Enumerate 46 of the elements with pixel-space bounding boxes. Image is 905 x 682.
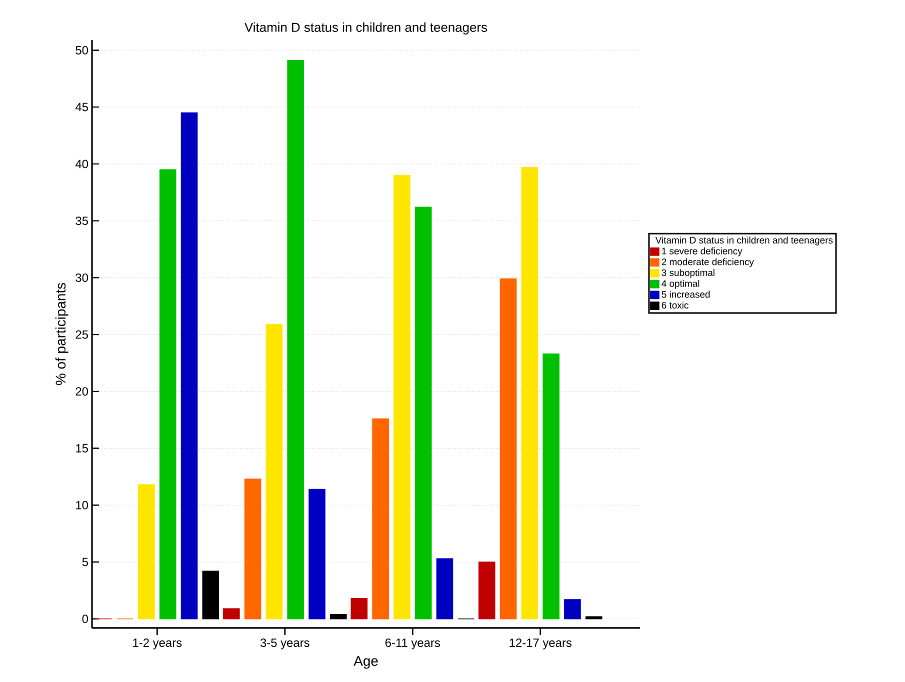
bar [350, 598, 368, 620]
bar [266, 324, 283, 620]
legend-label: 3 suboptimal [662, 269, 714, 278]
bar [202, 570, 220, 620]
legend-label: 2 moderate deficiency [662, 258, 754, 268]
x-tick-label: 12-17 years [510, 638, 572, 650]
bar [542, 353, 560, 620]
legend-label: 6 toxic [662, 302, 688, 309]
y-tick-label: 40 [75, 160, 88, 168]
bar [308, 488, 326, 620]
y-axis-title: % of participants [55, 282, 68, 386]
y-tick-label: 20 [76, 387, 88, 396]
legend-label: 1 severe deficiency [662, 247, 742, 256]
y-tick-label: 0 [82, 614, 88, 624]
bar [222, 608, 240, 620]
bar [372, 418, 389, 620]
bar [394, 174, 410, 620]
bar [138, 484, 155, 620]
y-tick-label: 25 [76, 330, 88, 339]
bar [287, 60, 304, 620]
legend-label: 4 optimal [662, 280, 700, 289]
bar [564, 599, 581, 620]
bar [180, 112, 198, 620]
legend-title: Vitamin D status in children and teenagers [655, 236, 833, 246]
y-tick-label: 50 [76, 46, 88, 54]
y-tick-label: 5 [82, 558, 88, 566]
bar [414, 206, 432, 620]
bar [521, 166, 538, 620]
y-tick-label: 45 [75, 102, 88, 112]
x-axis-title: Age [354, 656, 378, 669]
bar [500, 278, 517, 620]
bar [244, 478, 262, 620]
bar [159, 169, 176, 620]
x-tick-label: 1-2 years [133, 638, 182, 650]
x-tick-label: 6-11 years [385, 638, 440, 650]
y-tick-label: 30 [76, 273, 88, 282]
legend-label: 5 increased [662, 290, 710, 298]
bar [330, 614, 347, 620]
y-tick-label: 10 [76, 500, 88, 510]
y-tick-label: 15 [76, 444, 88, 452]
bar [585, 616, 602, 620]
chart-title: Vitamin D status in children and teenagers [244, 22, 488, 34]
x-tick-label: 3-5 years [260, 638, 310, 650]
y-tick-label: 35 [76, 216, 88, 226]
bar [436, 558, 454, 620]
bar [478, 562, 496, 620]
